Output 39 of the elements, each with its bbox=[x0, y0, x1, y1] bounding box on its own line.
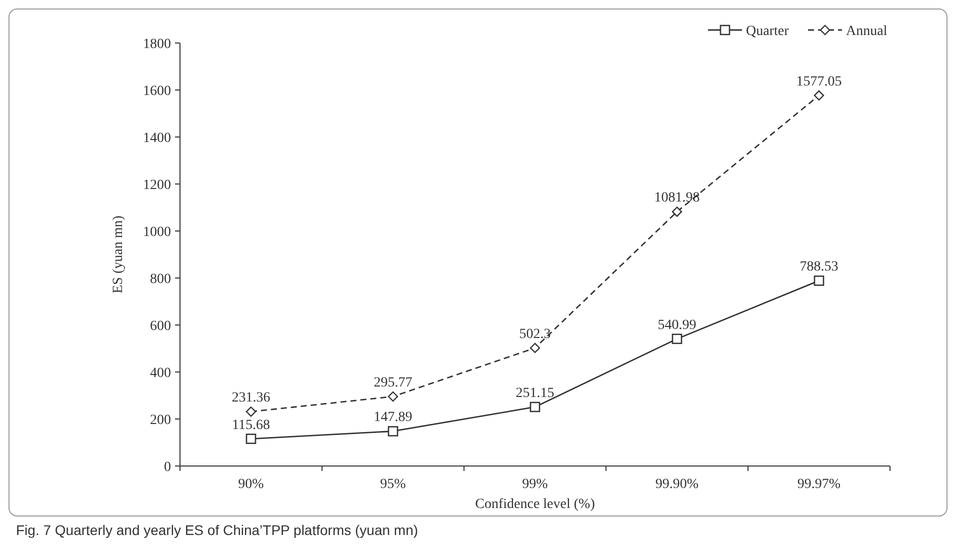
point bbox=[246, 406, 256, 417]
point bbox=[388, 426, 398, 436]
x-tick-label: 99% bbox=[522, 477, 548, 492]
data-label: 1577.05 bbox=[796, 74, 842, 90]
data-label: 295.77 bbox=[374, 375, 412, 390]
y-tick-label: 400 bbox=[150, 366, 171, 381]
point bbox=[672, 334, 682, 344]
point bbox=[530, 402, 540, 412]
data-label: 147.89 bbox=[374, 410, 412, 426]
y-tick-label: 600 bbox=[150, 318, 171, 334]
point bbox=[246, 434, 256, 444]
point bbox=[814, 90, 824, 100]
point bbox=[388, 391, 398, 402]
x-tick-label: 99.97% bbox=[797, 477, 841, 492]
point bbox=[814, 276, 824, 286]
data-label: 231.36 bbox=[232, 390, 270, 406]
data-label: 1081.98 bbox=[654, 190, 700, 206]
data-label: 788.53 bbox=[800, 260, 838, 275]
data-label: 251.15 bbox=[516, 386, 554, 401]
y-tick-label: 1000 bbox=[143, 224, 171, 240]
x-tick-label: 90% bbox=[238, 477, 264, 492]
y-tick-label: 1400 bbox=[143, 130, 171, 146]
point bbox=[530, 342, 540, 354]
y-tick-label: 0 bbox=[164, 460, 171, 475]
y-tick-label: 1200 bbox=[143, 178, 171, 193]
x-tick-label: 95% bbox=[380, 477, 406, 492]
text: Fig. 7 Quarterly and yearly ES of China’TPP platforms (yuan mn) bbox=[16, 522, 418, 538]
data-label: 115.68 bbox=[232, 418, 270, 433]
y-tick-label: 800 bbox=[150, 272, 171, 287]
y-tick-label: 200 bbox=[150, 412, 171, 428]
data-label: 540.99 bbox=[658, 318, 696, 333]
x-tick-label: 99.90% bbox=[655, 477, 699, 492]
data-label: 502.3 bbox=[519, 326, 551, 342]
y-tick-label: 1600 bbox=[143, 84, 171, 99]
y-axis-title: ES (yuan mn) bbox=[111, 215, 126, 294]
x-axis-title: Confidence level (%) bbox=[475, 497, 596, 512]
legend-label: Quarter bbox=[746, 24, 790, 39]
y-tick-label: 1800 bbox=[143, 36, 171, 52]
legend-label: Annual bbox=[846, 24, 888, 39]
